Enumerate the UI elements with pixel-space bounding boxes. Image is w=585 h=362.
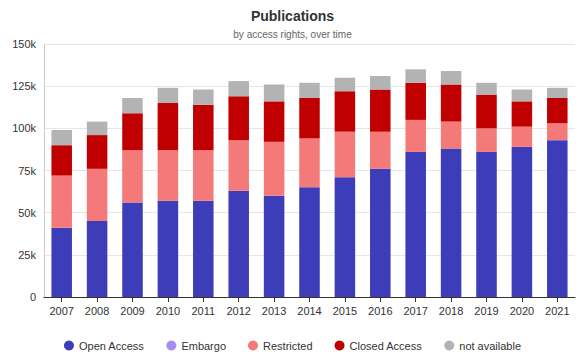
svg-text:2018: 2018 [439, 305, 463, 317]
svg-text:2017: 2017 [403, 305, 427, 317]
svg-text:125k: 125k [12, 80, 36, 92]
svg-text:2007: 2007 [49, 305, 73, 317]
svg-text:2011: 2011 [191, 305, 215, 317]
svg-text:Closed Access: Closed Access [350, 340, 423, 352]
svg-text:2021: 2021 [545, 305, 569, 317]
svg-text:2008: 2008 [85, 305, 109, 317]
svg-text:150k: 150k [12, 38, 36, 50]
svg-text:25k: 25k [18, 249, 36, 261]
svg-text:2009: 2009 [120, 305, 144, 317]
svg-text:Publications: Publications [251, 8, 334, 24]
svg-text:0: 0 [30, 291, 36, 303]
svg-text:2014: 2014 [297, 305, 321, 317]
svg-text:75k: 75k [18, 165, 36, 177]
svg-text:2015: 2015 [333, 305, 357, 317]
svg-text:2019: 2019 [474, 305, 498, 317]
svg-text:Open Access: Open Access [79, 340, 144, 352]
svg-text:100k: 100k [12, 122, 36, 134]
svg-text:Embargo: Embargo [181, 340, 226, 352]
svg-text:2016: 2016 [368, 305, 392, 317]
svg-text:50k: 50k [18, 207, 36, 219]
svg-text:not available: not available [459, 340, 521, 352]
svg-text:2020: 2020 [510, 305, 534, 317]
svg-text:2010: 2010 [156, 305, 180, 317]
svg-text:Restricted: Restricted [263, 340, 313, 352]
svg-text:2012: 2012 [226, 305, 250, 317]
svg-text:2013: 2013 [262, 305, 286, 317]
svg-text:by access rights, over time: by access rights, over time [233, 29, 352, 40]
